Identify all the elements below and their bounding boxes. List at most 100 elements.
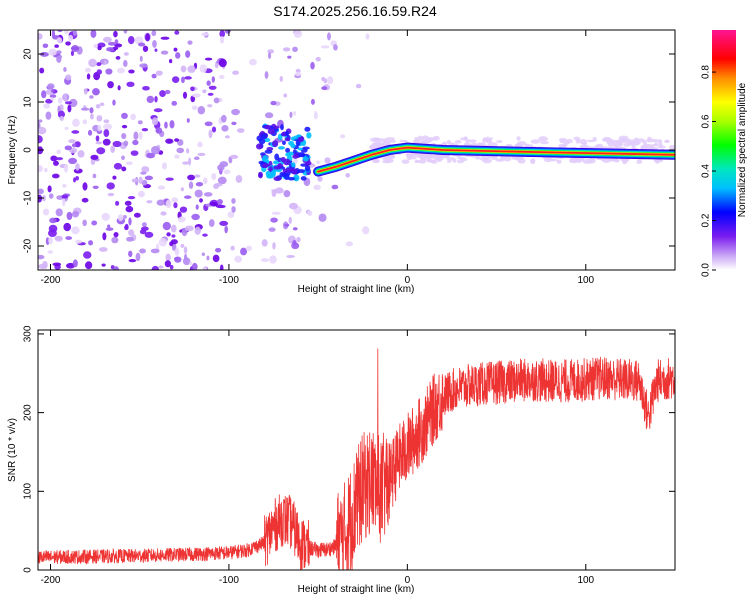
heatmap-cell <box>175 52 181 59</box>
heatmap-cell <box>169 120 175 129</box>
heatmap-cell <box>188 157 192 166</box>
heatmap-cell <box>262 163 270 167</box>
heatmap-cell <box>307 210 313 216</box>
heatmap-cell <box>446 159 452 163</box>
heatmap-cell <box>652 143 659 147</box>
heatmap-cell <box>292 227 298 231</box>
figure-title: S174.2025.256.16.59.R24 <box>273 3 437 19</box>
heatmap-cell <box>53 160 59 166</box>
heatmap-cell <box>50 155 58 162</box>
heatmap-cell <box>142 85 150 91</box>
heatmap-cell <box>302 146 310 150</box>
heatmap-cell <box>194 226 201 235</box>
heatmap-cell <box>63 30 69 35</box>
heatmap-cell <box>657 139 663 144</box>
heatmap-cell <box>475 143 484 147</box>
heatmap-ridge <box>313 142 675 177</box>
heatmap-cell <box>38 254 45 260</box>
heatmap-cell <box>176 147 185 154</box>
snr-y-ticks: 0 100 200 300 <box>23 325 675 573</box>
heatmap-cell <box>279 75 283 82</box>
heatmap-cell <box>82 219 87 227</box>
heatmap-cell <box>231 198 236 204</box>
heatmap-cell <box>370 137 380 142</box>
heatmap-cell <box>217 176 227 185</box>
heatmap-cell <box>80 107 90 111</box>
heatmap-cell <box>130 113 136 121</box>
heatmap-cell <box>155 70 163 76</box>
heatmap-cell <box>86 73 91 80</box>
heatmap-cell <box>128 259 137 263</box>
heatmap-cell <box>293 111 297 116</box>
heatmap-cell <box>433 155 442 161</box>
heatmap-cell <box>264 112 274 119</box>
heatmap-cell <box>310 98 315 105</box>
heatmap-cell <box>285 167 294 172</box>
heatmap-cell <box>285 152 293 157</box>
heatmap-cell <box>187 174 196 181</box>
heatmap-cell <box>103 60 108 65</box>
heatmap-cell <box>77 150 85 158</box>
heatmap-cell <box>50 89 55 93</box>
heatmap-cell <box>297 135 305 143</box>
heatmap-cell <box>382 138 388 143</box>
heatmap-cell <box>197 106 206 115</box>
heatmap-cell <box>92 185 99 190</box>
heatmap-cell <box>56 37 63 44</box>
heatmap-cell <box>283 190 291 198</box>
heatmap-cell <box>245 245 252 252</box>
snr-x-label: Height of straight line (km) <box>298 584 415 595</box>
heatmap-cell <box>296 134 302 138</box>
heatmap-cell <box>278 146 285 150</box>
heatmap-cell <box>103 129 110 138</box>
heatmap-cell <box>157 185 166 190</box>
heatmap-cell <box>310 61 315 70</box>
heatmap-cell <box>110 145 116 153</box>
heatmap-cell <box>169 264 174 270</box>
heatmap-cell <box>105 68 113 75</box>
heatmap-cell <box>174 256 182 263</box>
heatmap-cell <box>271 140 279 148</box>
heatmap-cell <box>234 255 243 263</box>
heatmap-cell <box>414 159 420 163</box>
heatmap-cell <box>195 204 199 210</box>
heatmap-cell <box>643 143 648 146</box>
spectrogram-x-tick-label: -100 <box>219 275 239 286</box>
heatmap-cell <box>170 224 177 233</box>
heatmap-cell <box>113 266 119 270</box>
heatmap-cell <box>345 241 353 247</box>
heatmap-cell <box>49 94 57 99</box>
heatmap-cell <box>207 104 213 108</box>
heatmap-cell <box>427 159 436 163</box>
heatmap-cell <box>559 140 566 144</box>
heatmap-cell <box>112 175 117 180</box>
heatmap-cell <box>177 216 186 223</box>
heatmap-cell <box>320 45 330 49</box>
heatmap-cell <box>236 128 245 133</box>
heatmap-cell <box>213 183 219 190</box>
heatmap-cell <box>289 111 293 118</box>
heatmap-cell <box>38 126 47 135</box>
heatmap-cell <box>292 240 297 246</box>
heatmap-cell <box>72 30 78 36</box>
heatmap-cell <box>255 143 263 150</box>
heatmap-cell <box>193 156 200 161</box>
heatmap-cell <box>524 143 531 147</box>
heatmap-cell <box>72 118 80 127</box>
heatmap-cell <box>289 202 298 210</box>
heatmap-cell <box>128 250 133 258</box>
heatmap-cell <box>631 144 636 150</box>
heatmap-cell <box>199 64 207 73</box>
heatmap-cell <box>91 220 98 226</box>
heatmap-cell <box>68 34 74 42</box>
heatmap-cell <box>164 260 171 268</box>
heatmap-cell <box>669 145 675 150</box>
heatmap-cell <box>63 222 72 232</box>
heatmap-cell <box>54 235 63 241</box>
heatmap-cell <box>165 138 174 144</box>
heatmap-cell <box>201 32 209 37</box>
heatmap-cell <box>121 112 128 119</box>
heatmap-cell <box>267 49 275 54</box>
heatmap-cell <box>282 140 286 145</box>
